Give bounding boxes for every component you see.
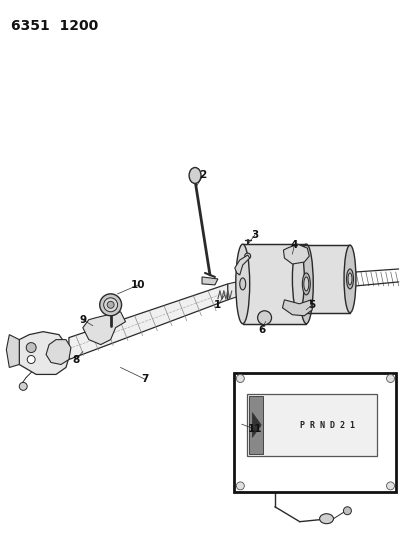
Text: 3: 3: [251, 230, 258, 240]
Polygon shape: [7, 335, 19, 367]
Text: 2: 2: [200, 171, 206, 181]
Circle shape: [19, 382, 27, 390]
Text: 1: 1: [214, 300, 222, 310]
Ellipse shape: [319, 514, 333, 524]
Ellipse shape: [304, 277, 309, 291]
Polygon shape: [243, 244, 306, 324]
Ellipse shape: [344, 245, 356, 313]
Bar: [234, 373, 397, 492]
Circle shape: [236, 482, 244, 490]
Polygon shape: [46, 340, 71, 365]
Ellipse shape: [236, 244, 250, 324]
Text: 6351  1200: 6351 1200: [11, 19, 99, 33]
Ellipse shape: [293, 245, 304, 313]
Ellipse shape: [104, 298, 118, 312]
Ellipse shape: [346, 269, 353, 289]
Ellipse shape: [240, 278, 246, 290]
Text: 10: 10: [131, 280, 146, 290]
Polygon shape: [284, 244, 309, 264]
Ellipse shape: [189, 167, 201, 183]
Polygon shape: [69, 284, 228, 360]
Circle shape: [344, 507, 351, 515]
Text: 5: 5: [308, 300, 316, 310]
Ellipse shape: [302, 273, 310, 295]
Bar: [249, 396, 263, 454]
Text: 8: 8: [72, 354, 80, 365]
Ellipse shape: [107, 301, 114, 308]
Circle shape: [257, 311, 272, 325]
Text: 11: 11: [247, 424, 262, 434]
Polygon shape: [228, 277, 257, 300]
Circle shape: [386, 482, 395, 490]
Ellipse shape: [299, 244, 313, 324]
Ellipse shape: [348, 273, 352, 285]
Text: 9: 9: [79, 314, 86, 325]
Circle shape: [27, 356, 35, 364]
Text: P R N D 2 1: P R N D 2 1: [300, 421, 355, 430]
Text: 6: 6: [258, 325, 265, 335]
Polygon shape: [252, 413, 261, 438]
Polygon shape: [235, 255, 250, 275]
Circle shape: [245, 253, 251, 259]
Circle shape: [236, 375, 244, 383]
Polygon shape: [282, 300, 312, 316]
Polygon shape: [298, 245, 350, 313]
Polygon shape: [19, 332, 69, 375]
Text: 4: 4: [290, 240, 298, 250]
Circle shape: [386, 375, 395, 383]
Polygon shape: [83, 312, 126, 345]
Circle shape: [26, 343, 36, 352]
Polygon shape: [202, 277, 218, 285]
Ellipse shape: [100, 294, 122, 316]
Text: 7: 7: [142, 374, 149, 384]
Bar: [247, 394, 377, 456]
